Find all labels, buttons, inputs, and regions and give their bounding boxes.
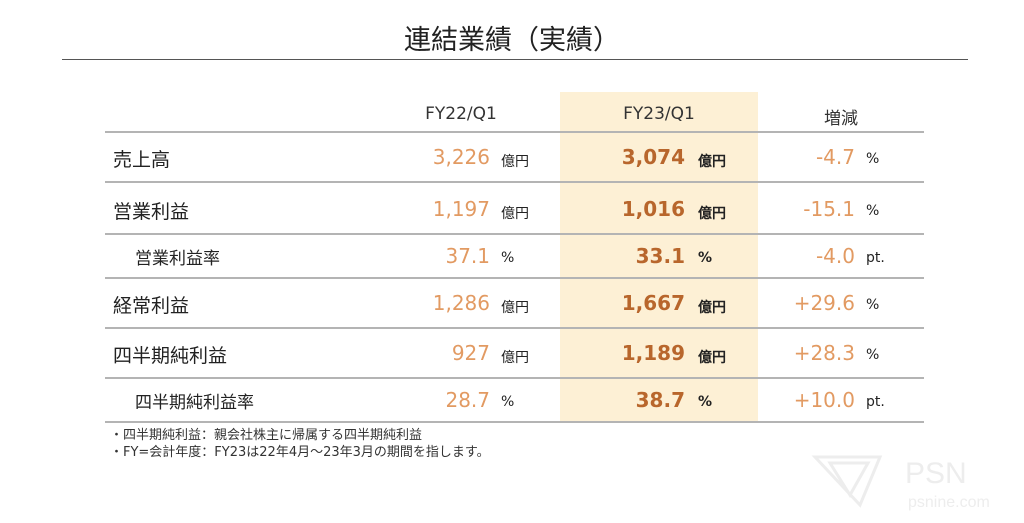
fy23-unit: %	[698, 250, 713, 266]
table-row: 四半期純利益率 28.7 % 38.7 % +10.0 pt.	[105, 379, 924, 423]
fy22-unit: 億円	[501, 206, 529, 222]
change-value: +29.6	[793, 291, 855, 315]
fy22-unit: 億円	[501, 300, 529, 316]
fy22-value: 37.1	[445, 244, 490, 268]
footnote: ・四半期純利益：親会社株主に帰属する四半期純利益	[110, 428, 423, 443]
row-label: 四半期純利益	[113, 345, 228, 367]
row-label: 経常利益	[113, 295, 190, 317]
change-unit: %	[866, 203, 880, 219]
change-value: +28.3	[793, 341, 855, 365]
fy22-unit: %	[501, 250, 515, 266]
fy23-unit: %	[698, 394, 713, 410]
fy23-value: 1,189	[621, 341, 685, 365]
table-row: 営業利益率 37.1 % 33.1 % -4.0 pt.	[105, 235, 924, 279]
change-unit: pt.	[866, 394, 885, 410]
fy23-unit: 億円	[698, 206, 726, 222]
change-value: +10.0	[793, 388, 855, 412]
fy22-value: 1,286	[432, 291, 490, 315]
svg-text:psnine.com: psnine.com	[908, 494, 990, 511]
header-change: 増減	[824, 109, 858, 129]
fy22-value: 927	[451, 341, 490, 365]
fy22-unit: 億円	[501, 154, 529, 170]
fy23-unit: 億円	[698, 154, 726, 170]
fy23-value: 33.1	[635, 244, 685, 268]
footnotes: ・四半期純利益：親会社株主に帰属する四半期純利益 ・FY=会計年度：FY23は2…	[110, 427, 490, 461]
table-row: 売上高 3,226 億円 3,074 億円 -4.7 %	[105, 133, 924, 183]
change-value: -4.0	[815, 244, 855, 268]
header-divider	[105, 131, 924, 133]
row-label: 営業利益率	[135, 249, 220, 269]
table-row: 四半期純利益 927 億円 1,189 億円 +28.3 %	[105, 329, 924, 379]
footnote: ・FY=会計年度：FY23は22年4月～23年3月の期間を指します。	[110, 445, 490, 460]
fy23-unit: 億円	[698, 350, 726, 366]
fy23-unit: 億円	[698, 300, 726, 316]
fy22-unit: 億円	[501, 350, 529, 366]
fy22-value: 28.7	[445, 388, 490, 412]
svg-text:PSN: PSN	[905, 457, 967, 490]
change-unit: pt.	[866, 250, 885, 266]
row-label: 営業利益	[113, 201, 190, 223]
change-value: -4.7	[815, 145, 855, 169]
header-fy22: FY22/Q1	[425, 104, 497, 124]
fy22-value: 3,226	[432, 145, 490, 169]
table-row: 営業利益 1,197 億円 1,016 億円 -15.1 %	[105, 185, 924, 235]
change-unit: %	[866, 297, 880, 313]
fy23-value: 3,074	[621, 145, 685, 169]
fy22-value: 1,197	[432, 197, 490, 221]
table-row: 経常利益 1,286 億円 1,667 億円 +29.6 %	[105, 279, 924, 329]
row-label: 売上高	[113, 149, 171, 171]
page-title: 連結業績（実績）	[404, 25, 620, 56]
title-divider	[62, 59, 968, 60]
fy23-value: 1,016	[621, 197, 685, 221]
fy23-value: 38.7	[635, 388, 685, 412]
change-unit: %	[866, 151, 880, 167]
header-fy23: FY23/Q1	[623, 104, 695, 124]
psnine-watermark-logo: PSN psnine.com	[811, 455, 990, 511]
row-label: 四半期純利益率	[135, 393, 254, 413]
change-value: -15.1	[803, 197, 855, 221]
fy22-unit: %	[501, 394, 515, 410]
fy23-highlight-column	[560, 92, 758, 422]
fy23-value: 1,667	[621, 291, 685, 315]
change-unit: %	[866, 347, 880, 363]
